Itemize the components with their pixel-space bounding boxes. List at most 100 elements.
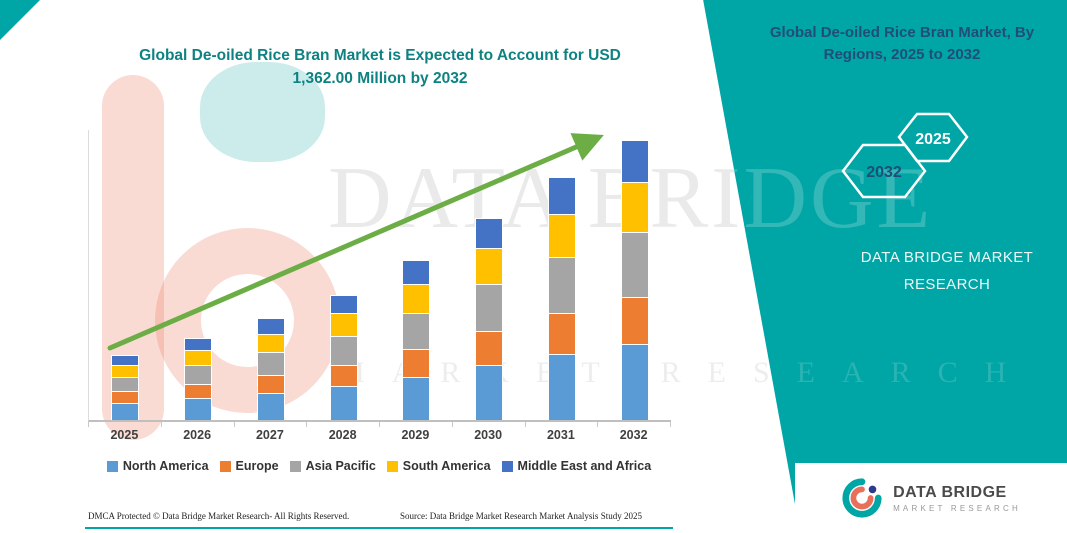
- x-axis-labels: 2025 2026 2027 2028 2029 2030 2031 2032: [88, 428, 670, 442]
- bar-segment: [620, 296, 649, 345]
- side-panel-brand-line1: DATA BRIDGE MARKET: [860, 249, 1034, 266]
- bar-column: [307, 130, 380, 420]
- bar-column: [526, 130, 599, 420]
- side-panel-title: Global De-oiled Rice Bran Market, By Reg…: [752, 22, 1052, 66]
- bar-segment: [111, 376, 140, 392]
- x-axis-label: 2025: [110, 428, 139, 442]
- legend-item: Europe: [219, 459, 279, 473]
- bar-segment: [329, 335, 358, 365]
- bar-segment: [547, 177, 576, 214]
- legend-label: South America: [402, 459, 491, 473]
- stacked-bar-2027: [256, 318, 285, 420]
- bar-segment: [475, 217, 504, 248]
- bar-segment: [256, 351, 285, 376]
- bar-segment: [184, 383, 213, 398]
- company-subtitle: MARKET RESEARCH: [893, 503, 1021, 513]
- legend-label: North America: [122, 459, 209, 473]
- bar-segment: [475, 247, 504, 285]
- stacked-bar-2026: [184, 337, 213, 420]
- bar-segment: [111, 402, 140, 420]
- x-axis-label: 2027: [255, 428, 284, 442]
- x-axis-label: 2026: [183, 428, 212, 442]
- chart-title: Global De-oiled Rice Bran Market is Expe…: [85, 44, 675, 90]
- bar-segment: [547, 354, 576, 420]
- hexagon-2032: [841, 143, 927, 199]
- corner-accent-triangle: [0, 0, 40, 40]
- bar-column: [598, 130, 671, 420]
- bar-segment: [329, 313, 358, 336]
- trend-arrow: [107, 133, 604, 351]
- x-axis-label: 2028: [328, 428, 357, 442]
- logo-watermark-accent: [200, 62, 325, 162]
- x-axis-label: 2031: [546, 428, 575, 442]
- stacked-bar-2028: [329, 294, 358, 420]
- legend: North America Europe Asia Pacific South Ame…: [85, 459, 673, 473]
- logo-navy-dot: [868, 485, 877, 494]
- bar-segment: [402, 312, 431, 350]
- trend-arrow-line: [107, 133, 604, 351]
- x-axis-tick: [162, 422, 235, 427]
- bar-segment: [547, 213, 576, 258]
- bar-segment: [475, 331, 504, 366]
- bar-segment: [620, 140, 649, 182]
- bar-segment: [111, 364, 140, 377]
- stacked-bar-2029: [402, 259, 431, 420]
- x-axis-label: 2032: [619, 428, 648, 442]
- bar-segment: [547, 313, 576, 355]
- year-hexagons: 2032 2025: [841, 112, 969, 199]
- bar-segment: [547, 257, 576, 314]
- bar-segment: [329, 294, 358, 314]
- legend-label: Middle East and Africa: [517, 459, 652, 473]
- legend-swatch: [219, 460, 231, 472]
- bar-column: [380, 130, 453, 420]
- bar-segment: [620, 344, 649, 420]
- hexagon-2025-label: 2025: [915, 131, 951, 148]
- bar-segment: [256, 333, 285, 352]
- bar-segment: [475, 365, 504, 420]
- bar-segment: [620, 181, 649, 233]
- x-axis-tick: [526, 422, 599, 427]
- logo-orange-swirl: [850, 486, 874, 510]
- dmca-notice: DMCA Protected © Data Bridge Market Rese…: [88, 511, 350, 521]
- legend-item: Asia Pacific: [289, 459, 376, 473]
- side-panel-brand-line2: RESEARCH: [903, 276, 991, 293]
- hexagon-2025: [897, 112, 969, 163]
- x-axis-tick: [598, 422, 671, 427]
- legend-swatch: [501, 460, 513, 472]
- x-axis-label: 2030: [474, 428, 503, 442]
- stacked-bar-2031: [547, 177, 576, 420]
- x-axis-tick: [89, 422, 162, 427]
- legend-swatch: [106, 460, 118, 472]
- company-logo-box: DATA BRIDGE MARKET RESEARCH: [795, 460, 1067, 533]
- legend-item: South America: [386, 459, 491, 473]
- bar-segment: [402, 349, 431, 377]
- chart-title-line2: 1,362.00 Million by 2032: [292, 70, 468, 87]
- chart-title-line1: Global De-oiled Rice Bran Market is Expe…: [139, 47, 621, 64]
- x-axis-ticks: [88, 422, 671, 427]
- bar-segment: [111, 391, 140, 403]
- bar-segment: [256, 375, 285, 393]
- x-axis-tick: [307, 422, 380, 427]
- stacked-bar-2025: [111, 355, 140, 420]
- bar-segment: [475, 284, 504, 332]
- legend-item: North America: [106, 459, 209, 473]
- x-axis-tick: [453, 422, 526, 427]
- bar-segment: [184, 350, 213, 365]
- bar-segment: [329, 364, 358, 387]
- bar-segment: [402, 259, 431, 284]
- source-notice: Source: Data Bridge Market Research Mark…: [400, 511, 642, 521]
- x-axis-tick: [380, 422, 453, 427]
- x-axis-label: 2029: [401, 428, 430, 442]
- bar-segment: [256, 318, 285, 334]
- legend-label: Europe: [235, 459, 279, 473]
- bar-segment: [184, 337, 213, 351]
- bar-segment: [329, 386, 358, 420]
- side-panel-brand: DATA BRIDGE MARKET RESEARCH: [812, 244, 1067, 298]
- stacked-bar-2032: [620, 140, 649, 420]
- legend-swatch: [289, 460, 301, 472]
- bar-column: [162, 130, 235, 420]
- bar-segment: [111, 355, 140, 365]
- bar-segment: [402, 376, 431, 420]
- bar-segment: [402, 283, 431, 313]
